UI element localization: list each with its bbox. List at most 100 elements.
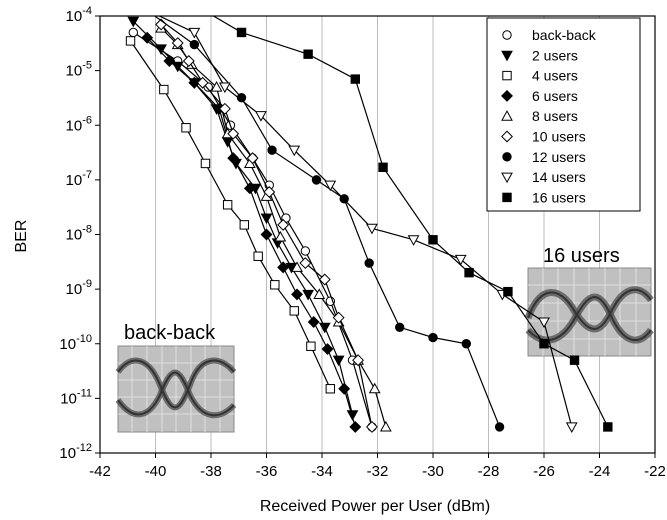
data-point-12-users (267, 145, 277, 155)
data-point-4-users (181, 123, 191, 133)
data-point-10-users (277, 218, 290, 231)
x-tick-label: -38 (200, 463, 222, 480)
y-tick-label: 10-11 (60, 387, 92, 407)
legend-marker-2-users (501, 50, 513, 62)
data-point-16-users (464, 267, 474, 278)
y-tick-label: 10-8 (66, 224, 92, 244)
data-point-6-users (307, 316, 320, 328)
data-point-6-users (277, 261, 290, 274)
data-point-6-users (291, 288, 303, 301)
data-point-16-users (303, 49, 313, 59)
legend-marker-8-users (501, 110, 513, 121)
data-point-10-users (332, 311, 345, 324)
data-point-2-users (318, 322, 331, 334)
data-point-16-users (428, 235, 438, 245)
data-point-6-users (163, 55, 176, 67)
data-point-10-users (318, 273, 331, 286)
data-point-6-users (188, 76, 201, 89)
legend-box (486, 17, 641, 212)
data-point-16-users (378, 162, 388, 172)
y-axis-title: BER (13, 220, 30, 253)
x-tick-label: -34 (311, 463, 333, 480)
series-line-14-users (157, 16, 573, 428)
data-point-6-users (321, 343, 334, 356)
data-point-10-users (196, 76, 209, 89)
x-tick-label: -22 (644, 463, 666, 480)
data-point-10-users (218, 102, 231, 115)
y-tick-label: 10-12 (59, 442, 92, 462)
data-point-14-users (538, 317, 550, 329)
data-point-14-users (565, 422, 578, 434)
legend-label-10-users: 10 users (532, 129, 586, 145)
legend-label-8-users: 8 users (532, 108, 578, 124)
data-point-12-users (189, 39, 200, 50)
legend-marker-4-users (502, 70, 512, 81)
data-point-14-users (218, 82, 231, 94)
legend-label-back-back: back-back (532, 27, 597, 43)
data-point-4-users (253, 251, 263, 261)
data-point-6-users (338, 382, 351, 395)
legend: back-back 2 users 4 users 6 users 8 users 10 … (486, 17, 641, 212)
data-point-10-users (182, 55, 195, 67)
data-point-10-users (171, 37, 184, 49)
data-point-10-users (365, 420, 378, 433)
legend-marker-14-users (501, 172, 513, 184)
data-point-4-users (289, 306, 299, 316)
data-point-14-users (134, 2, 144, 11)
legend-marker-12-users (502, 152, 512, 162)
data-point-4-users (270, 280, 280, 290)
series-layer (125, 2, 613, 434)
data-point-6-users (227, 152, 240, 165)
back-back-eye-inset (115, 345, 237, 433)
data-point-4-users (125, 36, 136, 46)
data-point-14-users (324, 180, 337, 192)
inset-label-back-back: back-back (124, 322, 216, 344)
data-point-8-users (274, 230, 287, 242)
data-point-4-users (325, 384, 336, 394)
data-point-2-users (302, 289, 315, 301)
data-point-14-users (454, 254, 467, 266)
data-point-4-users (200, 158, 211, 169)
data-point-14-users (407, 235, 420, 246)
y-tick-label: 10-6 (66, 114, 92, 134)
legend-label-6-users: 6 users (532, 88, 578, 104)
data-point-6-users (243, 182, 256, 195)
data-point-4-users (239, 220, 250, 230)
legend-label-12-users: 12 users (532, 149, 586, 165)
x-axis-title: Received Power per User (dBm) (260, 498, 490, 515)
series-10-users (155, 18, 378, 433)
data-point-12-users (461, 339, 471, 349)
axis-layer: -42 -40 -38 -36 -34 -32 -30 -28 -26 -24 -22 10-4 10-… (59, 5, 665, 480)
y-tick-label: 10-10 (59, 333, 92, 353)
data-point-4-users (306, 341, 316, 351)
legend-marker-10-users (501, 130, 513, 143)
x-tick-label: -24 (589, 463, 611, 480)
data-point-12-users (395, 322, 405, 333)
y-tick-label: 10-7 (66, 169, 92, 189)
data-point-8-users (313, 288, 326, 299)
legend-label-16-users: 16 users (532, 189, 586, 205)
data-point-16-users (603, 422, 613, 432)
y-tick-label: 10-4 (66, 5, 92, 25)
data-point-12-users (494, 422, 505, 432)
data-point-14-users (255, 111, 267, 122)
x-tick-label: -28 (478, 463, 500, 480)
data-point-10-users (263, 186, 276, 198)
data-point-16-users (503, 286, 513, 297)
data-point-14-users (366, 223, 378, 235)
legend-label-14-users: 14 users (532, 169, 586, 185)
series-4-users (125, 36, 336, 394)
data-point-12-users (311, 175, 322, 185)
data-point-2-users (332, 355, 345, 367)
data-point-16-users (236, 27, 247, 38)
data-point-16-users (350, 74, 361, 84)
legend-label-4-users: 4 users (532, 68, 578, 84)
data-point-2-users (260, 213, 273, 225)
x-tick-label: -26 (533, 463, 555, 480)
data-point-back-back (300, 246, 311, 256)
x-tick-label: -36 (256, 463, 278, 480)
data-point-14-users (288, 145, 301, 157)
legend-marker-6-users (501, 89, 513, 102)
data-point-6-users (349, 420, 362, 433)
